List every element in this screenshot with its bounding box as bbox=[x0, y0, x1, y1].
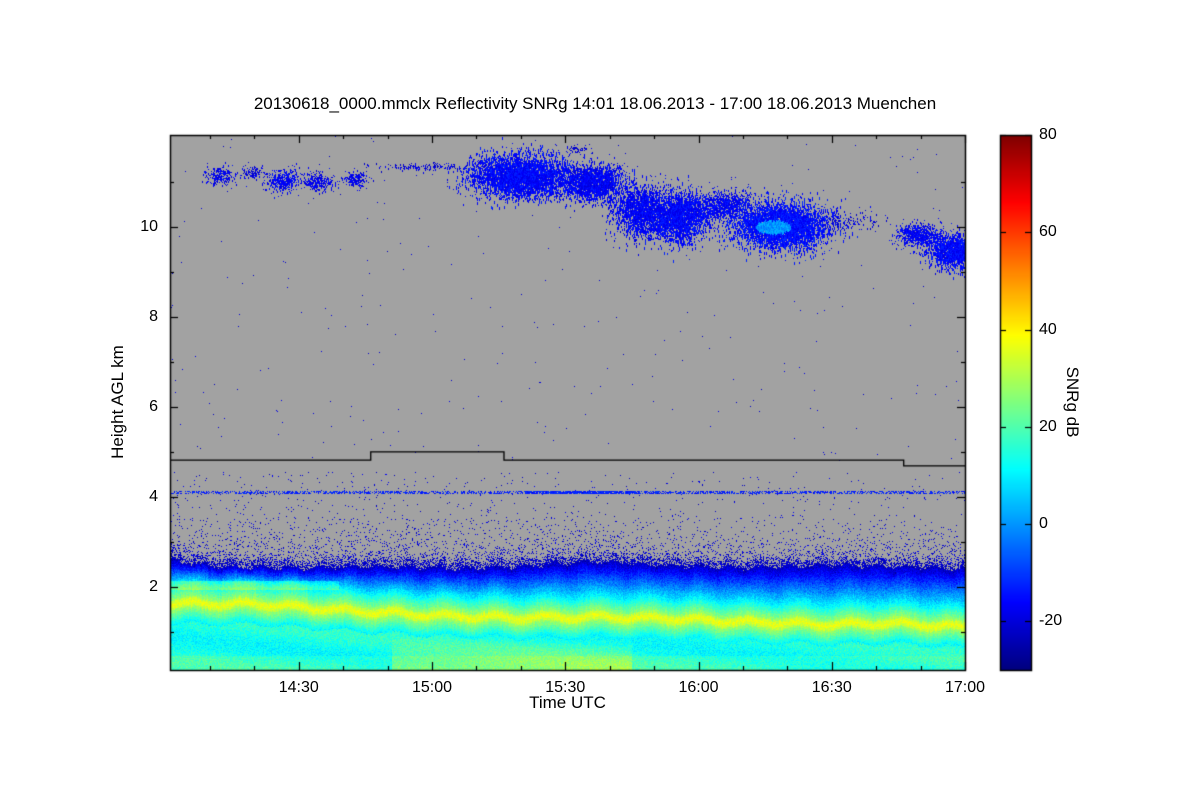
colorbar-tick-label: -20 bbox=[1039, 612, 1063, 630]
x-tick-label: 14:30 bbox=[278, 679, 319, 696]
y-tick-label: 10 bbox=[140, 218, 158, 236]
x-tick-label: 16:00 bbox=[678, 679, 719, 696]
colorbar-tick-label: 0 bbox=[1039, 515, 1048, 533]
y-tick-label: 8 bbox=[149, 308, 158, 326]
colorbar-tick-label: 60 bbox=[1039, 223, 1057, 241]
y-tick-label: 2 bbox=[149, 577, 158, 595]
colorbar-tick-label: 20 bbox=[1039, 417, 1057, 435]
y-tick-label: 4 bbox=[149, 487, 158, 505]
x-axis-label: Time UTC bbox=[529, 693, 606, 712]
y-tick-label: 6 bbox=[149, 397, 158, 415]
colorbar-tick-label: 40 bbox=[1039, 320, 1057, 338]
x-tick-label: 15:30 bbox=[545, 679, 586, 696]
x-tick-label: 16:30 bbox=[811, 679, 852, 696]
chart-title: 20130618_0000.mmclx Reflectivity SNRg 14… bbox=[253, 94, 937, 113]
x-tick-label: 17:00 bbox=[944, 679, 986, 696]
x-tick-label: 15:00 bbox=[412, 679, 453, 696]
colorbar-tick-label: 80 bbox=[1039, 126, 1057, 143]
